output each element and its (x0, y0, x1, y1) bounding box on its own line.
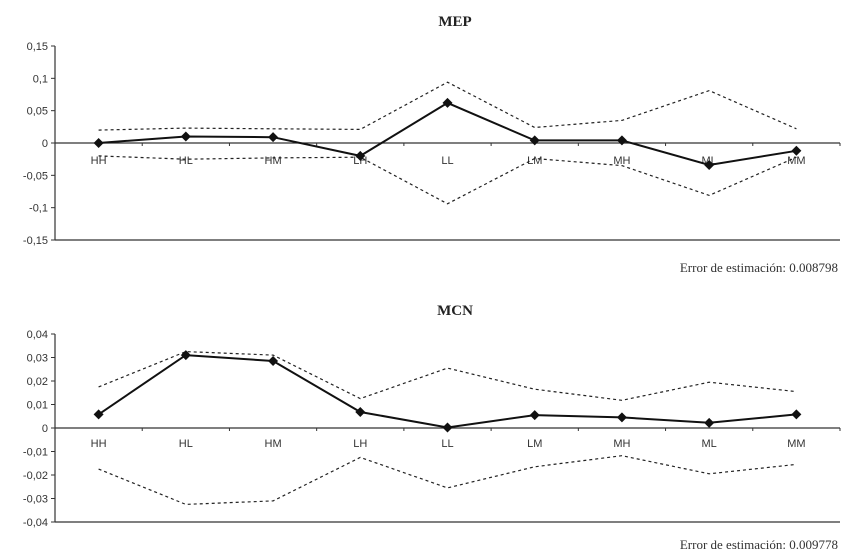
x-tick-label: LH (353, 438, 367, 450)
x-tick-label: LH (353, 155, 367, 167)
y-tick-label: 0 (42, 423, 48, 435)
x-tick-label: MM (787, 438, 805, 450)
x-tick-label: HH (91, 155, 107, 167)
x-tick-label: ML (702, 438, 717, 450)
y-tick-label: 0,03 (27, 353, 48, 365)
chart-title-mcn: MCN (437, 303, 473, 319)
estimation-error-mcn: Error de estimación: 0.009778 (680, 537, 838, 552)
y-tick-label: 0,15 (27, 41, 48, 53)
series-line-bound (98, 81, 797, 131)
x-tick-label: MH (613, 438, 630, 450)
y-tick-label: -0,05 (23, 170, 48, 182)
x-tick-label: MH (613, 155, 630, 167)
y-tick-label: -0,15 (23, 235, 48, 247)
data-point-marker (442, 97, 453, 108)
y-tick-label: 0,02 (27, 376, 48, 388)
y-tick-label: -0,01 (23, 447, 48, 459)
data-point-marker (529, 135, 540, 146)
chart-title-mep: MEP (438, 14, 471, 30)
x-tick-label: LL (441, 155, 453, 167)
x-tick-label: HM (265, 438, 282, 450)
x-tick-label: LM (527, 438, 542, 450)
data-point-marker (442, 422, 453, 433)
data-point-marker (616, 412, 627, 423)
y-tick-label: 0,1 (33, 73, 48, 85)
y-tick-label: -0,02 (23, 470, 48, 482)
data-point-marker (93, 409, 104, 420)
series-line-bound (98, 155, 797, 205)
x-tick-label: LL (441, 438, 453, 450)
y-tick-label: -0,03 (23, 494, 48, 506)
y-tick-label: -0,1 (29, 203, 48, 215)
data-point-marker (268, 356, 279, 367)
estimation-error-mep: Error de estimación: 0.008798 (680, 260, 838, 275)
y-tick-label: 0 (42, 138, 48, 150)
data-point-marker (180, 131, 191, 142)
x-tick-label: MM (787, 155, 805, 167)
y-tick-label: 0,01 (27, 400, 48, 412)
series-line-estimate (98, 354, 797, 429)
x-tick-label: HL (179, 438, 193, 450)
y-tick-label: 0,05 (27, 106, 48, 118)
data-point-marker (268, 132, 279, 143)
y-tick-label: 0,04 (27, 329, 48, 341)
x-tick-label: LM (527, 155, 542, 167)
chart-mcn: MCN Error de estimación: 0.009778 0,04 0,… (23, 303, 841, 552)
chart-mep: MEP Error de estimación: 0.008798 0,15 0,… (23, 14, 841, 275)
x-tick-label: HL (179, 155, 193, 167)
data-point-marker (93, 138, 104, 148)
data-point-marker (355, 150, 366, 161)
data-point-marker (355, 407, 366, 418)
data-point-marker (529, 410, 540, 421)
data-point-marker (704, 417, 715, 428)
series-line-bound (98, 455, 797, 506)
data-point-marker (791, 145, 802, 156)
data-point-marker (616, 135, 627, 146)
data-point-marker (180, 350, 191, 361)
data-point-marker (791, 409, 802, 420)
x-tick-label: HM (265, 155, 282, 167)
x-tick-label: HH (91, 438, 107, 450)
data-point-marker (704, 159, 715, 170)
series-line-bound (98, 350, 797, 401)
y-tick-label: -0,04 (23, 517, 48, 529)
